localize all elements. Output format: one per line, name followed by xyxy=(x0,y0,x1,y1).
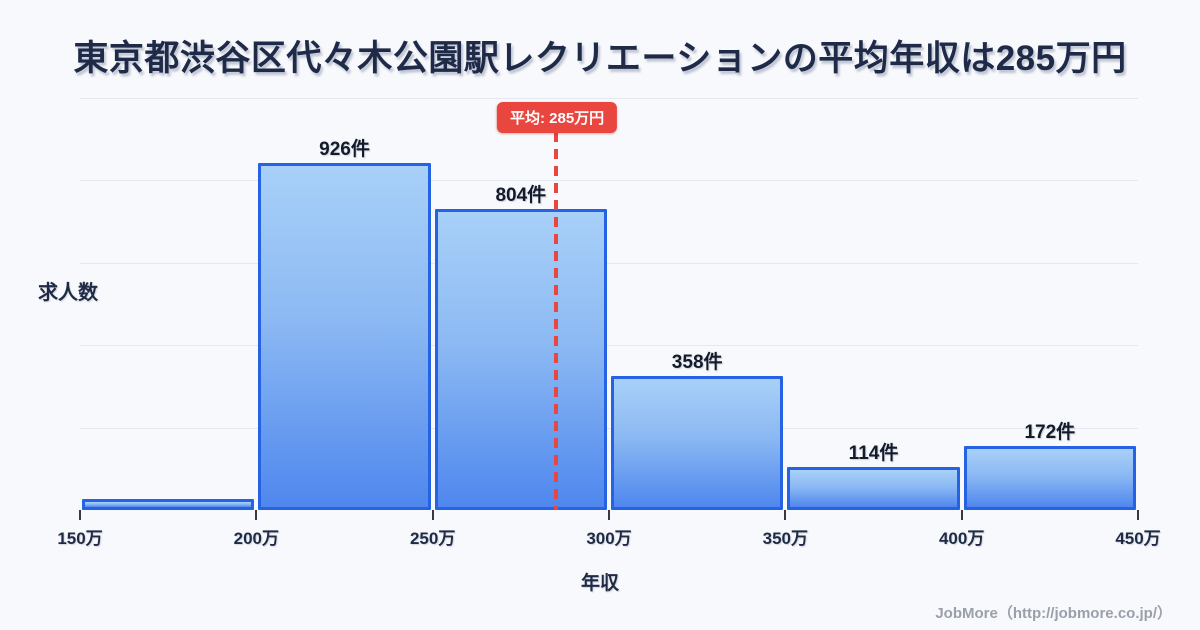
histogram-bar xyxy=(434,208,607,510)
gridline xyxy=(80,262,1138,264)
gridline xyxy=(80,98,1138,99)
x-axis-tick-label: 350万 xyxy=(762,529,809,548)
x-axis-tick-label: 300万 xyxy=(586,529,632,548)
x-axis-tick xyxy=(255,510,258,520)
x-axis-tick-label: 150万 xyxy=(57,529,103,548)
x-axis-tick-label: 250万 xyxy=(409,529,456,548)
histogram-bar xyxy=(82,499,255,510)
x-axis-tick xyxy=(1137,510,1139,520)
x-axis-tick xyxy=(960,510,963,520)
histogram-bar xyxy=(963,445,1136,510)
plot-area: 926件 804件 358件 114件 172件 150万 200万 250万 300万 350万… xyxy=(57,98,1161,548)
histogram-bar xyxy=(611,375,784,510)
bar-value-label: 804件 xyxy=(495,184,547,206)
source-credit: JobMore（http://jobmore.co.jp/） xyxy=(935,605,1172,622)
histogram-bar xyxy=(258,163,431,510)
average-value-badge: 平均: 285万円 xyxy=(496,102,618,133)
x-axis-tick-label: 400万 xyxy=(938,529,985,548)
x-axis-tick xyxy=(431,510,434,520)
gridline xyxy=(80,180,1138,182)
bar-value-label: 358件 xyxy=(671,351,723,373)
histogram-bar xyxy=(787,467,960,510)
y-axis-title: 求人数 xyxy=(38,282,98,304)
bar-value-label: 172件 xyxy=(1024,421,1076,443)
x-axis-tick-label: 450万 xyxy=(1115,529,1161,548)
gridline xyxy=(80,427,1138,429)
bar-value-label: 114件 xyxy=(848,443,899,465)
x-axis-tick xyxy=(784,510,787,520)
bar-value-label: 926件 xyxy=(319,139,370,161)
x-axis-tick xyxy=(608,510,610,520)
x-axis-tick-label: 200万 xyxy=(233,529,280,548)
x-axis-title: 年収 xyxy=(580,573,619,594)
average-dashed-line xyxy=(554,132,559,510)
chart-title: 東京都渋谷区代々木公園駅レクリエーションの平均年収は285万円 xyxy=(73,39,1127,78)
x-axis-tick xyxy=(79,510,81,520)
gridline xyxy=(80,345,1138,347)
